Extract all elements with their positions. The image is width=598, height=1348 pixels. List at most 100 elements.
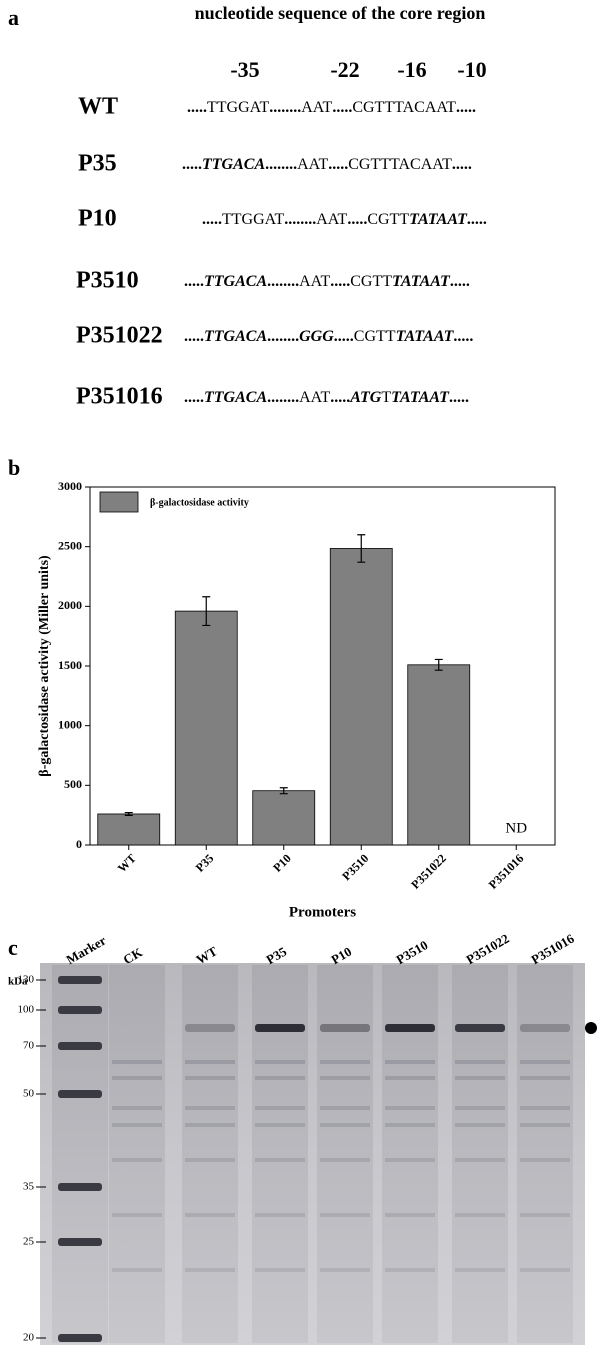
position-header: -35	[230, 57, 259, 82]
protein-band	[385, 1213, 435, 1217]
sequence-segment: ........	[284, 211, 316, 228]
protein-band	[385, 1106, 435, 1110]
marker-label: 50	[23, 1088, 35, 1100]
bar-chart: 0 500 1000 1500 2000 2500 3000 β-galactosidase …	[37, 479, 556, 920]
protein-band	[385, 1076, 435, 1080]
lane-label: P351016	[528, 930, 577, 967]
sequence-segment: ........	[267, 389, 299, 406]
value-label: ND	[505, 820, 527, 836]
mutated-segment: TATAAT	[391, 389, 450, 406]
marker-band	[58, 1183, 102, 1191]
sequence-segment: .....	[202, 211, 222, 228]
sequence-segment: .....	[184, 273, 204, 290]
mutated-segment: GGG	[299, 328, 334, 345]
lane-label: P351022	[463, 931, 511, 967]
sequence: .....TTGGAT........AAT.....CGTTTATAAT...…	[202, 211, 487, 228]
mutated-segment: TATAAT	[392, 273, 451, 290]
target-band	[520, 1024, 570, 1032]
mutated-segment: TATAAT	[396, 328, 455, 345]
protein-band	[320, 1060, 370, 1064]
protein-band	[520, 1076, 570, 1080]
marker-label: 35	[23, 1181, 35, 1193]
mutated-segment: TTGACA	[204, 273, 267, 290]
gel-lane	[252, 965, 308, 1343]
y-axis-label: β-galactosidase activity (Miller units)	[37, 555, 52, 777]
bar	[329, 548, 393, 846]
x-tick-label: P3510	[339, 851, 371, 883]
mutated-segment: TTGACA	[204, 328, 267, 345]
sequence-segment: ........	[265, 156, 297, 173]
y-tick-label: 1500	[58, 658, 82, 672]
target-band	[255, 1024, 305, 1032]
sequence-segment: .....	[334, 328, 354, 345]
promoter-name: P35	[78, 151, 117, 177]
marker-band	[58, 976, 102, 984]
sequence-segment: AAT	[301, 99, 332, 116]
protein-band	[185, 1158, 235, 1162]
sequence-segment: .....	[452, 156, 472, 173]
protein-band	[112, 1106, 162, 1110]
error-bar	[357, 534, 366, 563]
marker-band	[58, 1334, 102, 1342]
gel-lane	[452, 965, 508, 1343]
unit-label: kDa	[8, 976, 28, 988]
error-bar	[124, 811, 133, 817]
sequence-segment: ........	[269, 99, 301, 116]
protein-band	[455, 1076, 505, 1080]
protein-band	[455, 1060, 505, 1064]
protein-band	[255, 1158, 305, 1162]
sequence: .....TTGACA........AAT.....ATGTTATAAT...…	[184, 389, 469, 406]
sequence-segment: .....	[332, 99, 352, 116]
sequence-segment: AAT	[299, 273, 330, 290]
protein-band	[255, 1060, 305, 1064]
position-header: -22	[330, 57, 359, 82]
x-axis-label: Promoters	[289, 904, 356, 920]
protein-band	[385, 1123, 435, 1127]
y-tick-label: 0	[76, 837, 82, 851]
marker-label: 25	[23, 1236, 35, 1248]
protein-band	[385, 1158, 435, 1162]
sequence-segment: TTGGAT	[222, 211, 284, 228]
sequence-segment: CGTT	[354, 328, 396, 345]
protein-band	[185, 1213, 235, 1217]
protein-band	[185, 1076, 235, 1080]
sequence-segment: .....	[467, 211, 487, 228]
gel-lane	[382, 965, 438, 1343]
protein-band	[255, 1268, 305, 1272]
protein-band	[112, 1268, 162, 1272]
protein-band	[520, 1106, 570, 1110]
mutated-segment: TTGACA	[202, 156, 265, 173]
promoter-name: P3510	[76, 268, 139, 294]
panel-label: a	[8, 5, 19, 30]
target-band	[185, 1024, 235, 1032]
mutated-segment: TATAAT	[409, 211, 468, 228]
protein-band	[455, 1123, 505, 1127]
sequence-segment: .....	[450, 273, 470, 290]
sequence: .....TTGGAT........AAT.....CGTTTACAAT...…	[187, 99, 476, 116]
x-tick-label: P351016	[486, 851, 527, 892]
sequence-segment: .....	[456, 99, 476, 116]
sequence: .....TTGACA........GGG.....CGTTTATAAT...…	[184, 328, 473, 345]
x-tick-label: WT	[115, 851, 139, 875]
legend-swatch	[99, 491, 139, 513]
lane-label: Marker	[63, 932, 108, 967]
legend-label: β-galactosidase activity	[150, 497, 249, 508]
protein-band	[320, 1158, 370, 1162]
sequence-segment: CGTT	[367, 211, 409, 228]
sequence: .....TTGACA........AAT.....CGTTTACAAT...…	[182, 156, 472, 173]
protein-band	[385, 1268, 435, 1272]
panel-label: c	[8, 935, 18, 960]
target-band	[385, 1024, 435, 1032]
gel-lane	[182, 965, 238, 1343]
sequence-segment: ........	[267, 328, 299, 345]
gel-lane	[52, 965, 108, 1343]
panel-title: nucleotide sequence of the core region	[195, 3, 486, 23]
panel-label: b	[8, 455, 20, 480]
protein-band	[185, 1268, 235, 1272]
protein-band	[255, 1123, 305, 1127]
protein-band	[320, 1213, 370, 1217]
bar	[174, 610, 238, 846]
error-bar	[434, 658, 443, 671]
